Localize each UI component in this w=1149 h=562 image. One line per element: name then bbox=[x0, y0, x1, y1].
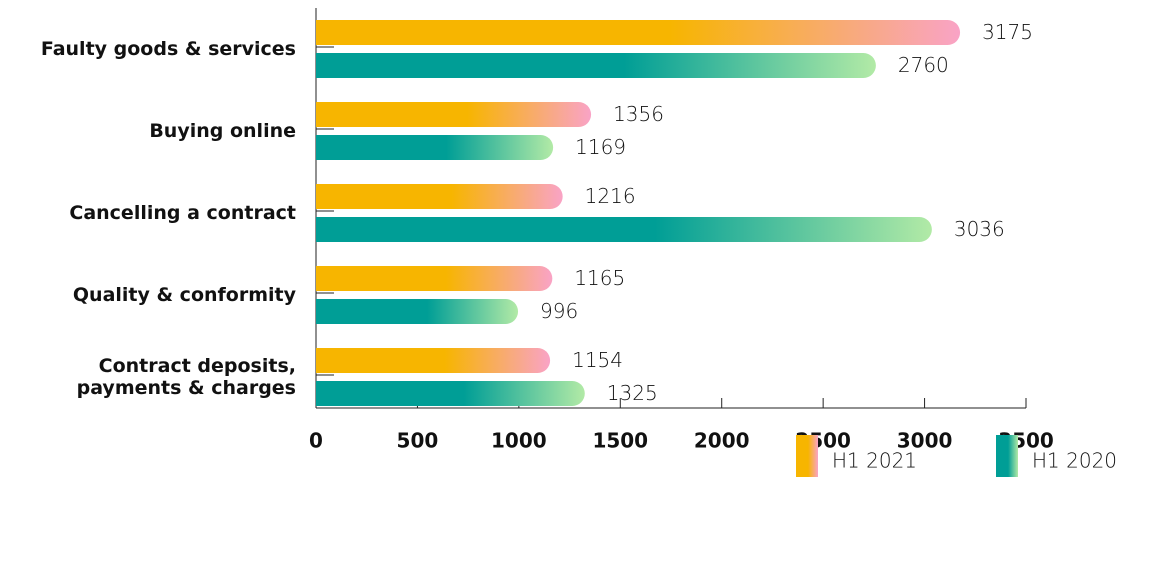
x-tick-label: 0 bbox=[309, 429, 323, 453]
x-tick-label: 500 bbox=[397, 429, 439, 453]
legend-label: H1 2021 bbox=[832, 449, 917, 473]
bar bbox=[316, 348, 551, 373]
value-label: 3036 bbox=[954, 217, 1005, 241]
value-label: 996 bbox=[540, 299, 578, 323]
value-label: 1356 bbox=[613, 102, 664, 126]
bar bbox=[316, 135, 554, 160]
category-label: Buying online bbox=[149, 120, 296, 142]
bar bbox=[316, 217, 932, 242]
category-label: Contract deposits, payments & charges bbox=[76, 355, 296, 399]
value-label: 1216 bbox=[585, 184, 636, 208]
x-tick-label: 3000 bbox=[897, 429, 953, 453]
x-tick-label: 2000 bbox=[694, 429, 750, 453]
value-label: 2760 bbox=[898, 53, 949, 77]
x-tick-label: 1500 bbox=[592, 429, 648, 453]
legend-label: H1 2020 bbox=[1032, 449, 1117, 473]
bar bbox=[316, 184, 563, 209]
value-label: 1165 bbox=[574, 266, 625, 290]
value-label: 1169 bbox=[575, 135, 626, 159]
legend-swatch bbox=[996, 435, 1018, 477]
value-label: 1154 bbox=[572, 348, 623, 372]
x-tick-label: 1000 bbox=[491, 429, 547, 453]
bar bbox=[316, 53, 876, 78]
bar bbox=[316, 102, 592, 127]
value-label: 1325 bbox=[607, 381, 658, 405]
bar bbox=[316, 381, 585, 406]
value-label: 3175 bbox=[982, 20, 1033, 44]
category-label: Cancelling a contract bbox=[69, 202, 296, 224]
category-label: Quality & conformity bbox=[72, 284, 296, 306]
category-label: Faulty goods & services bbox=[40, 38, 296, 60]
legend-swatch bbox=[796, 435, 818, 477]
bar bbox=[316, 299, 519, 324]
bar bbox=[316, 20, 961, 45]
bar bbox=[316, 266, 553, 291]
